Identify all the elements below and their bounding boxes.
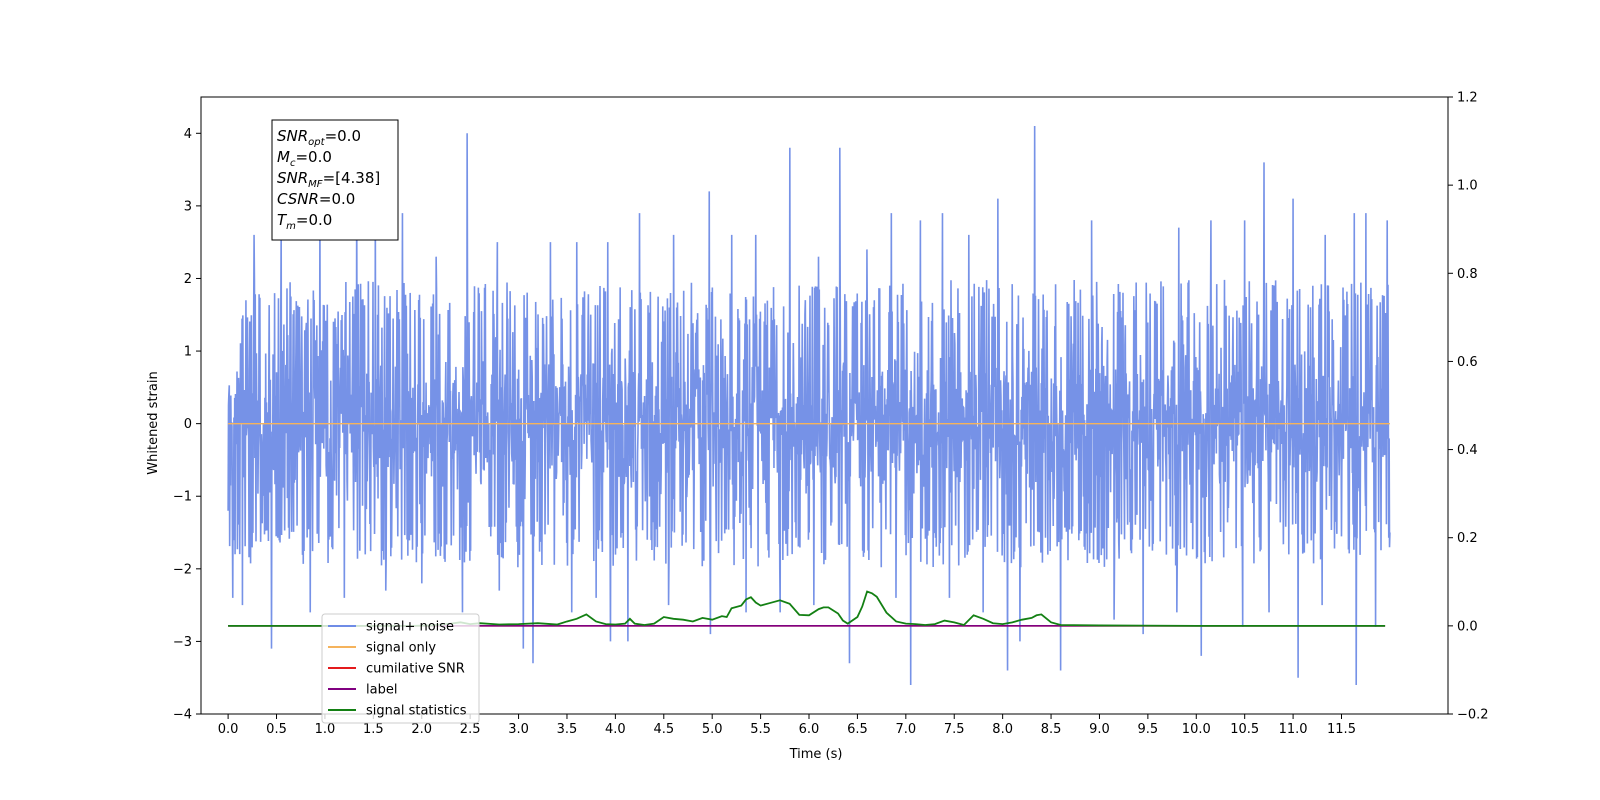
- x-tick-label: 8.0: [992, 722, 1013, 737]
- x-tick-label: 6.0: [799, 722, 820, 737]
- legend-label: signal+ noise: [366, 620, 454, 635]
- x-tick-label: 7.0: [895, 722, 916, 737]
- annotation-line: Mc=0.0: [277, 148, 332, 169]
- legend-frame: [321, 613, 480, 724]
- legend-label: signal only: [366, 641, 436, 656]
- x-tick-label: 9.0: [1089, 722, 1110, 737]
- x-tick-label: 4.5: [653, 722, 674, 737]
- y-tick-label: −2: [173, 562, 192, 577]
- y2-tick-label: 0.4: [1457, 443, 1478, 458]
- legend-label: label: [366, 683, 397, 698]
- signal-noise-line: [227, 126, 1391, 685]
- y-tick-label: −3: [173, 635, 192, 650]
- x-tick-label: 6.5: [847, 722, 868, 737]
- x-tick-label: 0.5: [266, 722, 287, 737]
- legend-label: cumilative SNR: [366, 662, 465, 677]
- y-tick-label: 2: [184, 272, 192, 287]
- x-tick-label: 10.0: [1182, 722, 1211, 737]
- x-tick-label: 2.5: [460, 722, 481, 737]
- y2-tick-label: 0.8: [1457, 267, 1478, 282]
- y-tick-label: 1: [184, 345, 192, 360]
- x-tick-label: 8.5: [1041, 722, 1062, 737]
- legend-label: signal statistics: [366, 704, 467, 719]
- axes-frame: [200, 96, 1449, 715]
- y2-tick-label: 1.0: [1457, 179, 1478, 194]
- y-tick-label: 4: [184, 127, 192, 142]
- x-tick-label: 7.5: [944, 722, 965, 737]
- x-tick-label: 9.5: [1138, 722, 1159, 737]
- y-axis-label: Whitened strain: [146, 371, 161, 474]
- annotation-line: SNRMF=[4.38]: [277, 169, 380, 190]
- y-tick-label: −1: [173, 490, 192, 505]
- annotation-line: SNRopt=0.0: [277, 127, 361, 148]
- legend: signal+ noise signal only cumilative SNR la…: [321, 613, 480, 724]
- x-tick-label: 2.0: [411, 722, 432, 737]
- annotation-frame: [271, 119, 399, 241]
- x-tick-label: 5.5: [750, 722, 771, 737]
- x-tick-label: 10.5: [1230, 722, 1259, 737]
- signal-statistics-line: [228, 590, 1386, 627]
- x-axis-label: Time (s): [789, 747, 843, 762]
- axes: 0.0 0.5 1.0 1.5 2.0 2.5 3.0 3.5 4.0 4.5 5.0 5.5 6.0 6…: [173, 91, 1489, 738]
- annotation-line: CSNR=0.0: [277, 190, 355, 208]
- y2-tick-label: 0.0: [1457, 619, 1478, 634]
- x-tick-label: 3.5: [557, 722, 578, 737]
- x-tick-label: 3.0: [508, 722, 529, 737]
- x-tick-label: 5.0: [702, 722, 723, 737]
- x-tick-label: 1.0: [315, 722, 336, 737]
- annotation-line: Tm=0.0: [277, 211, 332, 232]
- x-tick-label: 11.0: [1279, 722, 1308, 737]
- y2-tick-label: 1.2: [1457, 91, 1478, 106]
- x-tick-label: 1.5: [363, 722, 384, 737]
- y2-tick-label: 0.6: [1457, 355, 1478, 370]
- x-tick-label: 4.0: [605, 722, 626, 737]
- y2-tick-label: 0.2: [1457, 531, 1478, 546]
- y-tick-label: 0: [184, 417, 192, 432]
- y2-tick-label: −0.2: [1457, 708, 1489, 723]
- x-tick-label: 0.0: [218, 722, 239, 737]
- x-tick-label: 11.5: [1327, 722, 1356, 737]
- y-tick-label: −4: [173, 708, 192, 723]
- y-tick-label: 3: [184, 199, 192, 214]
